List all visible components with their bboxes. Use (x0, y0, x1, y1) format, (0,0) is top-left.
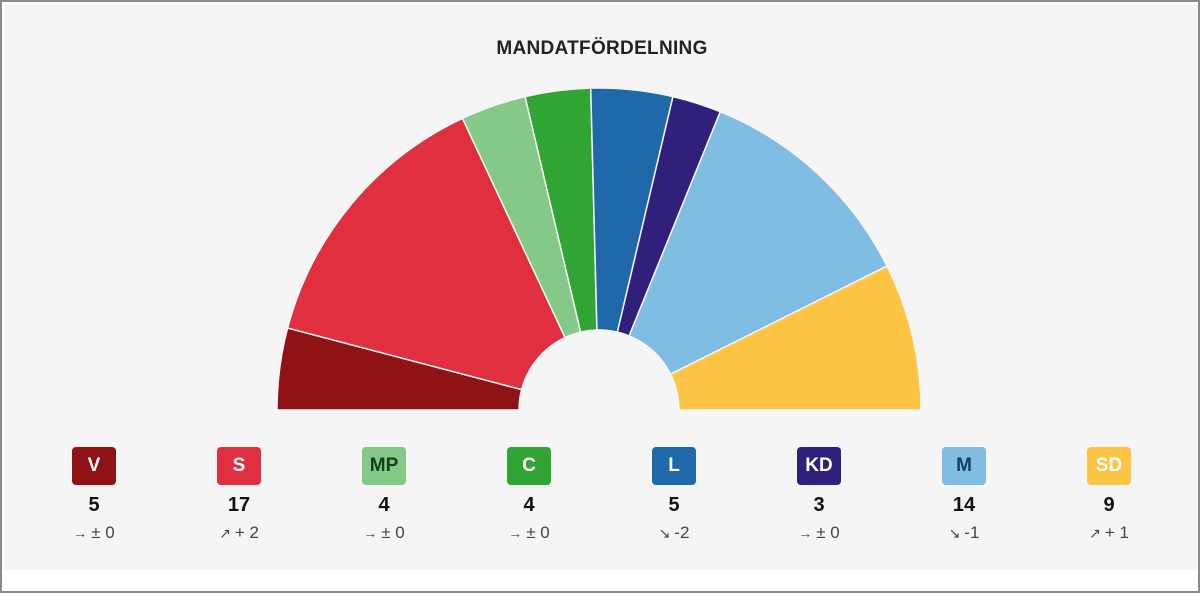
seat-distribution-chart (276, 87, 922, 411)
trend-up-icon: ↗ (1089, 525, 1101, 541)
seat-change: → ± 0 (324, 523, 444, 543)
seat-count: 5 (668, 494, 680, 516)
seat-change: → ± 0 (759, 523, 879, 543)
trend-flat-icon: → (363, 525, 378, 541)
legend-item-s: S 17 ↗ + 2 (179, 447, 299, 543)
seat-change: ↗ + 2 (179, 523, 299, 543)
trend-flat-icon: → (508, 525, 523, 541)
seat-count: 14 (952, 494, 976, 516)
party-badge: SD (1087, 447, 1131, 485)
party-badge: C (507, 447, 551, 485)
change-value: ± 0 (381, 523, 405, 542)
legend-item-l: L 5 ↘ -2 (614, 447, 734, 543)
seat-change: → ± 0 (469, 523, 589, 543)
seat-count: 4 (523, 494, 535, 516)
trend-up-icon: ↗ (219, 525, 231, 541)
trend-flat-icon: → (73, 525, 88, 541)
legend-item-mp: MP 4 → ± 0 (324, 447, 444, 543)
seat-count: 3 (813, 494, 825, 516)
change-value: -1 (964, 523, 980, 542)
party-badge: V (72, 447, 116, 485)
seat-count: 4 (378, 494, 390, 516)
legend-item-v: V 5 → ± 0 (34, 447, 154, 543)
chart-title: MANDATFÖRDELNING (496, 38, 708, 59)
seat-change: ↘ -2 (614, 523, 734, 543)
seat-count: 5 (88, 494, 100, 516)
legend-item-c: C 4 → ± 0 (469, 447, 589, 543)
slice-s (286, 117, 567, 391)
change-value: ± 0 (816, 523, 840, 542)
slice-m (628, 110, 889, 376)
seat-count: 17 (227, 494, 251, 516)
trend-down-icon: ↘ (658, 525, 671, 541)
slice-sd (669, 265, 922, 411)
legend-item-m: M 14 ↘ -1 (904, 447, 1024, 543)
chart-panel: MANDATFÖRDELNING V 5 → ± 0 S 17 ↗ + 2 MP 4 → ± 0 C 4 →… (4, 4, 1198, 570)
change-value: + 1 (1104, 523, 1129, 542)
party-badge: S (217, 447, 261, 485)
change-value: -2 (674, 523, 690, 542)
legend-item-sd: SD 9 ↗ + 1 (1049, 447, 1169, 543)
party-badge: L (652, 447, 696, 485)
trend-flat-icon: → (798, 525, 813, 541)
change-value: ± 0 (526, 523, 550, 542)
seat-count: 9 (1103, 494, 1115, 516)
seat-change: → ± 0 (34, 523, 154, 543)
trend-down-icon: ↘ (948, 525, 961, 541)
change-value: + 2 (234, 523, 259, 542)
seat-change: ↗ + 1 (1049, 523, 1169, 543)
change-value: ± 0 (91, 523, 115, 542)
party-badge: MP (362, 447, 406, 485)
seat-change: ↘ -1 (904, 523, 1024, 543)
legend-item-kd: KD 3 → ± 0 (759, 447, 879, 543)
party-badge: M (942, 447, 986, 485)
party-badge: KD (797, 447, 841, 485)
